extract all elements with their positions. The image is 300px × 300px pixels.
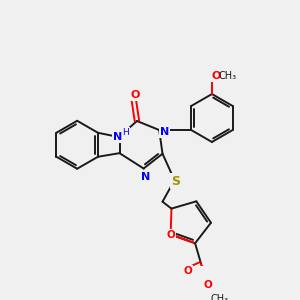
Text: S: S <box>171 175 180 188</box>
Text: O: O <box>166 230 175 240</box>
Text: O: O <box>130 90 140 100</box>
Text: CH₃: CH₃ <box>210 294 228 300</box>
Text: N: N <box>160 127 169 137</box>
Text: H: H <box>122 128 129 137</box>
Text: N: N <box>113 132 122 142</box>
Text: N: N <box>141 172 150 182</box>
Text: O: O <box>204 280 213 290</box>
Text: CH₃: CH₃ <box>219 71 237 81</box>
Text: O: O <box>183 266 192 276</box>
Text: O: O <box>212 71 221 81</box>
